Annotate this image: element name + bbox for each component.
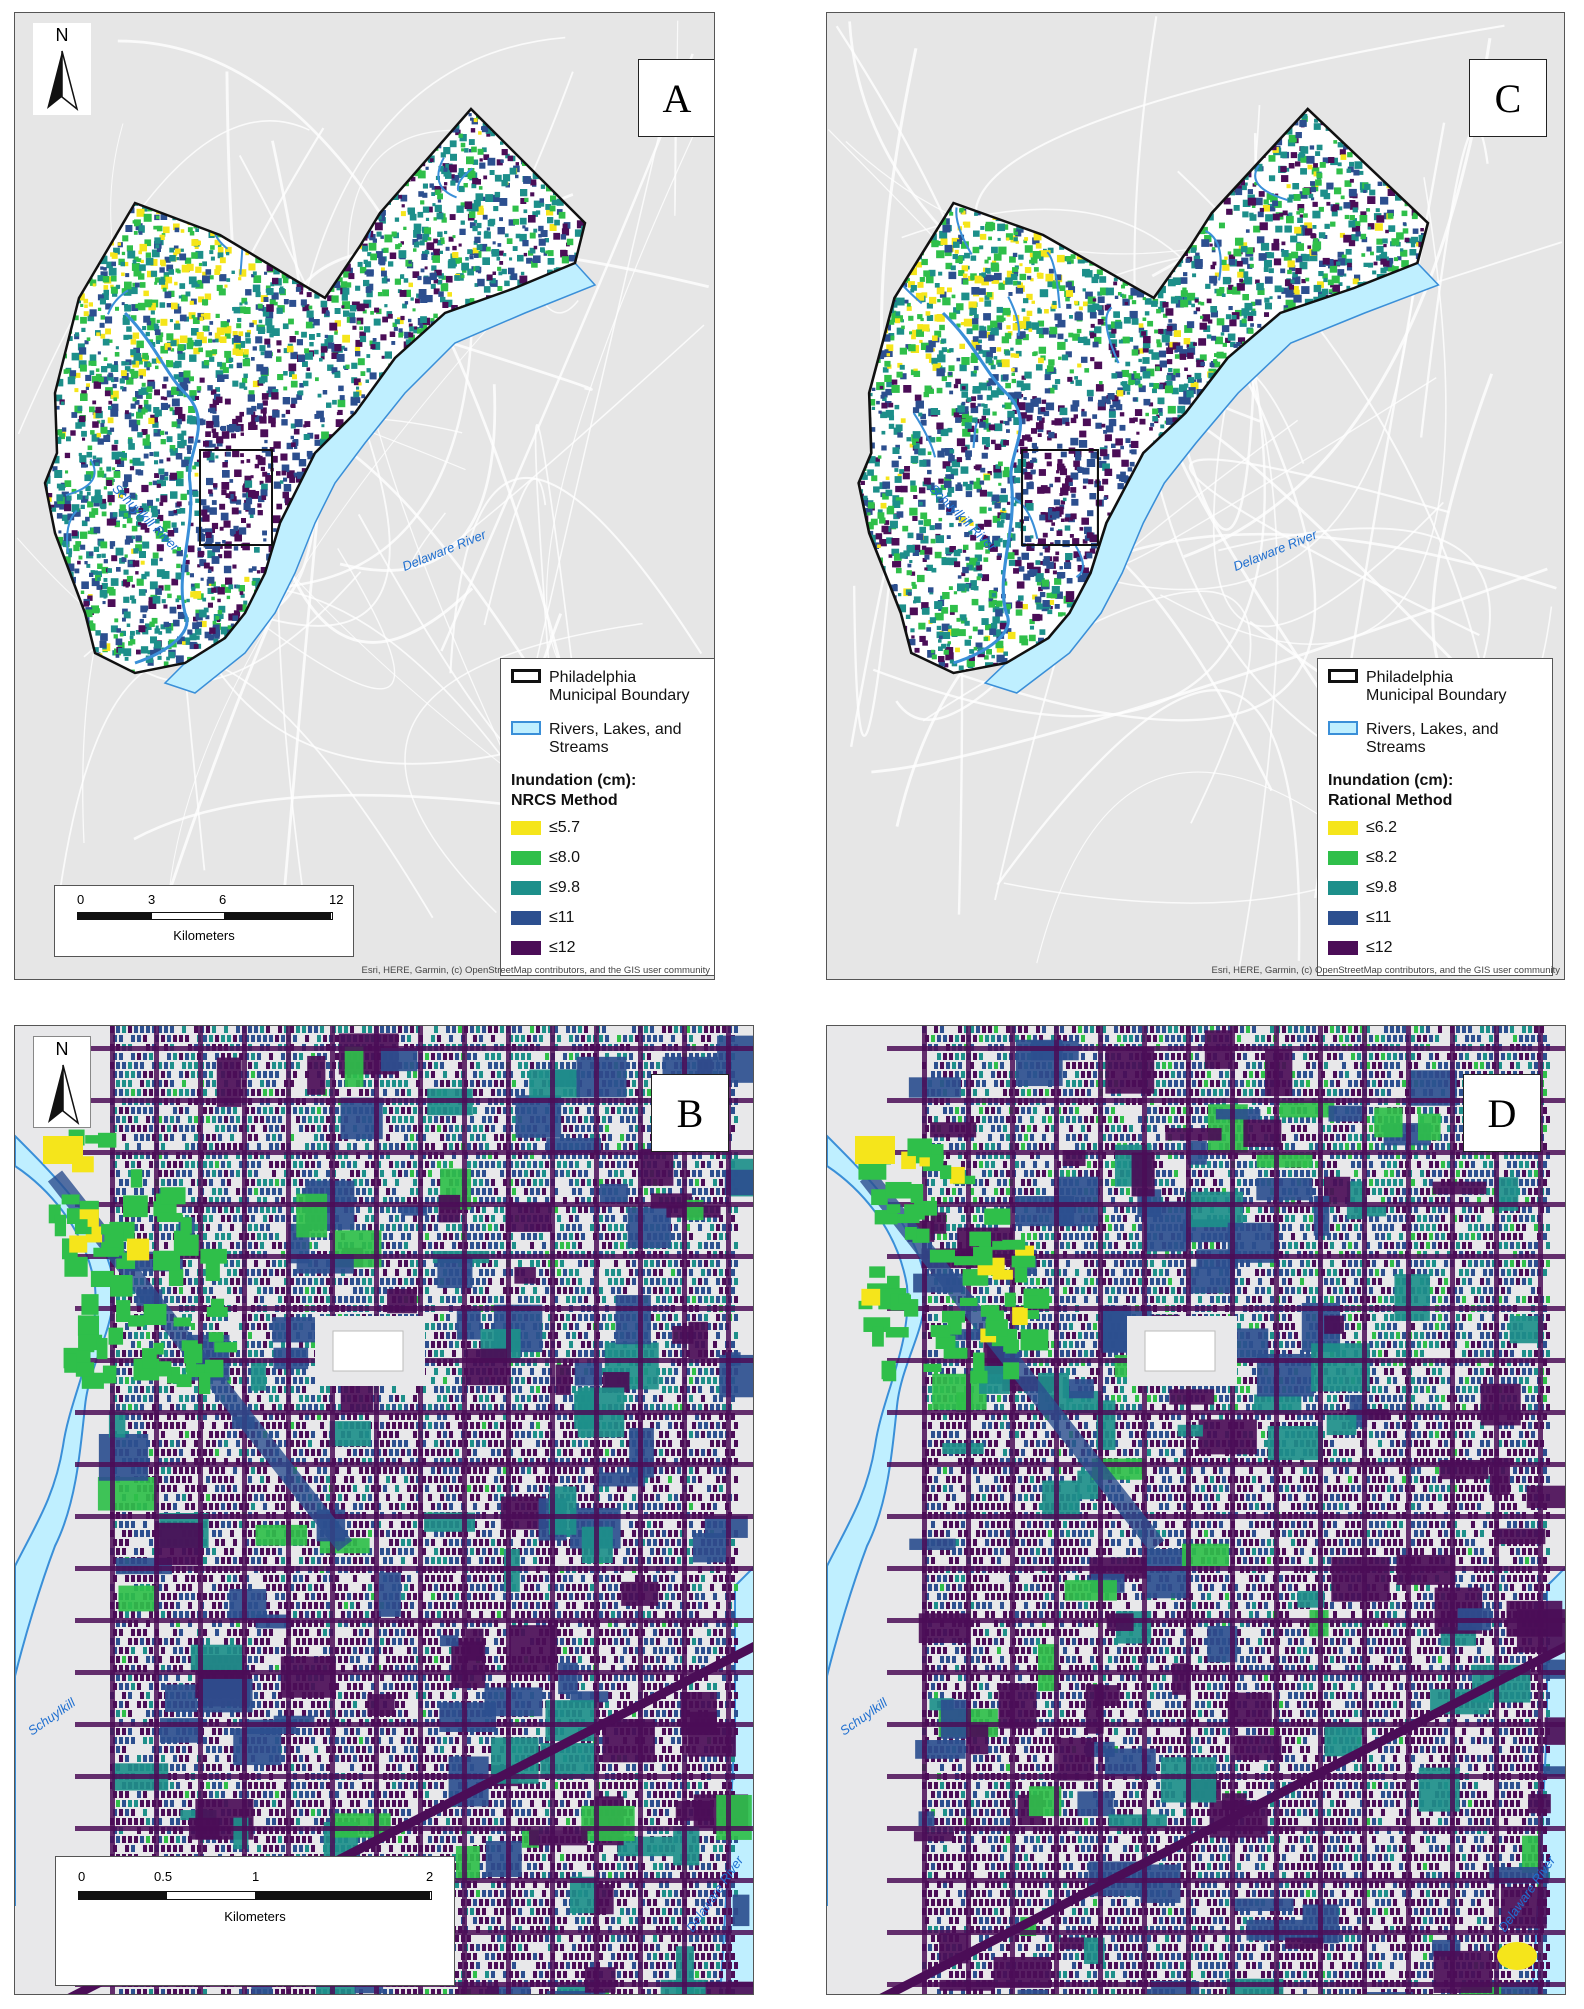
attribution: Esri, HERE, Garmin, (c) OpenStreetMap co…	[1212, 965, 1560, 976]
scale-unit: Kilometers	[55, 928, 353, 943]
scale-tick: 0.5	[154, 1869, 172, 1884]
scale-unit: Kilometers	[56, 1909, 454, 1924]
legend-title-2: Rational Method	[1328, 791, 1452, 811]
water-swatch	[511, 721, 541, 735]
scale-tick: 3	[148, 892, 155, 907]
legend-class-2: ≤8.2	[1366, 849, 1397, 867]
scale-tick: 6	[219, 892, 226, 907]
legend-water-label-1: Rivers, Lakes, and	[549, 721, 682, 739]
water-swatch	[1328, 721, 1358, 735]
scale-bar: 0 3 6 12 Kilometers	[54, 885, 354, 957]
boundary-swatch	[1328, 669, 1358, 683]
scale-tick: 2	[426, 1869, 433, 1884]
legend-class-2: ≤8.0	[549, 849, 580, 867]
north-arrow-icon	[48, 1064, 80, 1125]
scale-tick: 0	[77, 892, 84, 907]
legend-boundary-label-1: Philadelphia	[1366, 669, 1507, 687]
legend-boundary-label-2: Municipal Boundary	[1366, 687, 1507, 705]
legend-class-1: ≤5.7	[549, 819, 580, 837]
north-label: N	[34, 1039, 90, 1060]
legend-water-label-2: Streams	[1366, 739, 1499, 757]
legend-water-label-2: Streams	[549, 739, 682, 757]
legend-boundary-label-1: Philadelphia	[549, 669, 690, 687]
legend: Philadelphia Municipal Boundary Rivers, L…	[1317, 658, 1553, 976]
panel-label: A	[638, 59, 714, 137]
map-panel-b[interactable]: N B Schuylkill Delaware River 0 0.5 1 2 …	[14, 1025, 754, 1995]
attribution: Esri, HERE, Garmin, (c) OpenStreetMap co…	[362, 965, 710, 976]
legend-title-1: Inundation (cm):	[1328, 771, 1453, 791]
legend-water-label-1: Rivers, Lakes, and	[1366, 721, 1499, 739]
legend-title-1: Inundation (cm):	[511, 771, 636, 791]
north-label: N	[33, 25, 91, 46]
panel-label: D	[1463, 1074, 1541, 1152]
legend: Philadelphia Municipal Boundary Rivers, L…	[500, 658, 714, 976]
map-panel-c[interactable]: C Schuylkill River Delaware River Philad…	[826, 12, 1565, 980]
detail-map-b	[15, 1026, 753, 1994]
legend-class-5: ≤12	[549, 939, 576, 957]
legend-class-4: ≤11	[549, 909, 574, 927]
legend-class-1: ≤6.2	[1366, 819, 1397, 837]
north-arrow-icon	[47, 50, 79, 111]
boundary-swatch	[511, 669, 541, 683]
legend-class-5: ≤12	[1366, 939, 1393, 957]
scale-tick: 12	[329, 892, 343, 907]
scale-tick: 1	[252, 1869, 259, 1884]
legend-class-4: ≤11	[1366, 909, 1391, 927]
detail-map-d	[827, 1026, 1565, 1994]
north-arrow: N	[33, 1036, 91, 1128]
overview-map-c	[827, 16, 1563, 974]
scale-tick: 0	[78, 1869, 85, 1884]
map-panel-a[interactable]: N A Schuylkill River Delaware River Phil…	[14, 12, 715, 980]
legend-title-2: NRCS Method	[511, 791, 618, 811]
legend-boundary-label-2: Municipal Boundary	[549, 687, 690, 705]
panel-label: C	[1469, 59, 1547, 137]
north-arrow: N	[33, 23, 91, 115]
map-panel-d[interactable]: D Schuylkill Delaware River	[826, 1025, 1566, 1995]
overview-map-a	[16, 20, 714, 977]
legend-class-3: ≤9.8	[1366, 879, 1397, 897]
panel-label: B	[651, 1074, 729, 1152]
legend-class-3: ≤9.8	[549, 879, 580, 897]
scale-bar: 0 0.5 1 2 Kilometers	[55, 1856, 455, 1986]
